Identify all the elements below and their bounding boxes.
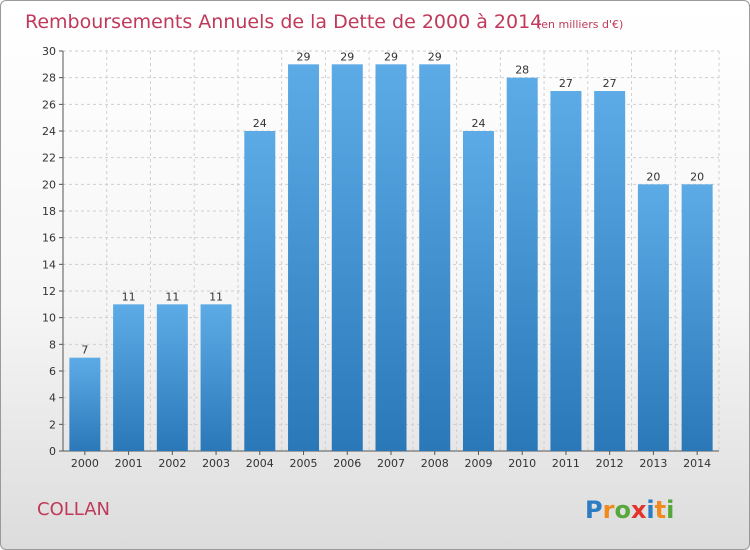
- logo-letter: i: [666, 496, 674, 524]
- logo-letter: t: [655, 496, 666, 524]
- y-tick-label: 12: [42, 285, 56, 298]
- value-label-2005: 29: [297, 50, 311, 63]
- value-label-2003: 11: [209, 290, 223, 303]
- y-tick-label: 2: [49, 418, 56, 431]
- x-tick-label-2000: 2000: [71, 457, 99, 470]
- chart-title: Remboursements Annuels de la Dette de 20…: [25, 11, 542, 33]
- value-label-2006: 29: [340, 50, 354, 63]
- y-tick-label: 24: [42, 125, 56, 138]
- logo-letter: P: [585, 496, 603, 524]
- logo-letter: r: [603, 496, 615, 524]
- logo-letter: x: [631, 496, 647, 524]
- bar-2000: [69, 357, 101, 451]
- x-tick-label-2009: 2009: [464, 457, 492, 470]
- x-tick-label-2001: 2001: [115, 457, 143, 470]
- value-labels: 7 11 11 11 24 29 29 29 29 24 28 27 27 20 20: [81, 50, 704, 356]
- x-tick-label-2008: 2008: [421, 457, 449, 470]
- y-tick-label: 20: [42, 178, 56, 191]
- bars: [69, 64, 713, 452]
- x-tick-label-2010: 2010: [508, 457, 536, 470]
- value-label-2009: 24: [471, 117, 485, 130]
- logo-letter: i: [646, 496, 654, 524]
- value-label-2011: 27: [559, 77, 573, 90]
- bar-2001: [113, 304, 145, 451]
- bar-2013: [637, 184, 669, 452]
- bar-2002: [156, 304, 188, 451]
- y-tick-label: 28: [42, 72, 56, 85]
- x-tick-label-2012: 2012: [596, 457, 624, 470]
- bar-2007: [375, 64, 407, 452]
- y-tick-label: 16: [42, 232, 56, 245]
- x-tick-label-2011: 2011: [552, 457, 580, 470]
- bar-2006: [331, 64, 363, 452]
- value-label-2004: 24: [253, 117, 267, 130]
- value-label-2014: 20: [690, 170, 704, 183]
- commune-name: COLLAN: [37, 499, 110, 520]
- y-tick-label: 18: [42, 205, 56, 218]
- value-label-2012: 27: [603, 77, 617, 90]
- x-tick-label-2014: 2014: [683, 457, 711, 470]
- value-label-2010: 28: [515, 64, 529, 77]
- value-label-2000: 7: [81, 344, 88, 357]
- y-tick-label: 22: [42, 152, 56, 165]
- bar-2012: [594, 91, 626, 451]
- bar-2010: [506, 77, 538, 452]
- y-tick-label: 4: [49, 392, 56, 405]
- logo-letter: o: [614, 496, 631, 524]
- proxiti-logo: Proxiti: [585, 496, 674, 524]
- x-tick-label-2005: 2005: [290, 457, 318, 470]
- bar-2011: [550, 91, 582, 451]
- y-tick-label: 0: [49, 445, 56, 458]
- x-tick-label-2003: 2003: [202, 457, 230, 470]
- value-label-2008: 29: [428, 50, 442, 63]
- bar-2005: [288, 64, 320, 452]
- y-tick-label: 6: [49, 365, 56, 378]
- bar-2003: [200, 304, 232, 451]
- y-tick-label: 26: [42, 98, 56, 111]
- y-tick-label: 10: [42, 312, 56, 325]
- value-label-2001: 11: [122, 290, 136, 303]
- x-tick-label-2004: 2004: [246, 457, 274, 470]
- x-tick-label-2006: 2006: [333, 457, 361, 470]
- x-tick-label-2013: 2013: [639, 457, 667, 470]
- x-tick-label-2002: 2002: [158, 457, 186, 470]
- chart-unit: (en milliers d'€): [537, 18, 623, 31]
- value-label-2002: 11: [165, 290, 179, 303]
- y-tick-label: 14: [42, 258, 56, 271]
- bar-2009: [462, 131, 494, 451]
- value-label-2007: 29: [384, 50, 398, 63]
- bar-2008: [419, 64, 451, 452]
- y-tick-label: 30: [42, 45, 56, 58]
- bar-2004: [244, 131, 276, 451]
- value-label-2013: 20: [646, 170, 660, 183]
- x-tick-label-2007: 2007: [377, 457, 405, 470]
- bar-2014: [681, 184, 713, 452]
- y-tick-label: 8: [49, 338, 56, 351]
